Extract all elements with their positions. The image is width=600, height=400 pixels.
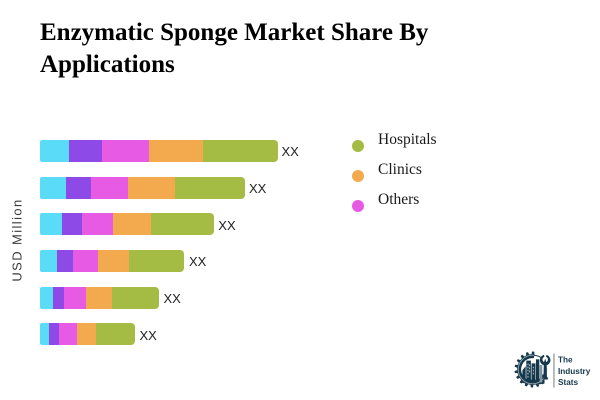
svg-text:The: The xyxy=(558,356,573,365)
svg-text:Stats: Stats xyxy=(558,378,578,387)
svg-text:Industry: Industry xyxy=(558,367,591,376)
